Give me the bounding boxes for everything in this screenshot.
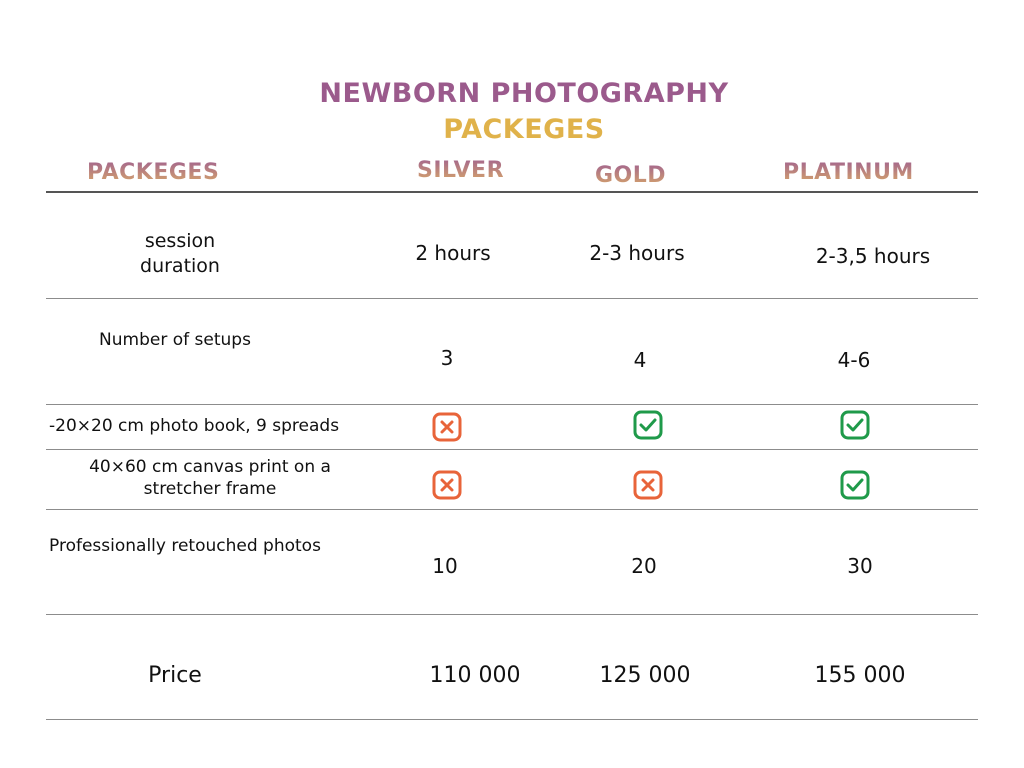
row-label-session-line2: duration (140, 255, 220, 277)
retouched-silver: 10 (432, 554, 458, 578)
setups-platinum: 4-6 (837, 348, 871, 372)
row-label-canvas-line1: 40×60 cm canvas print on a (89, 457, 331, 477)
header-silver: SILVER (417, 158, 505, 183)
check-square-icon (633, 410, 663, 440)
check-square-icon (840, 410, 870, 440)
row-label-session-line1: session (144, 230, 216, 252)
header-platinum: PLATINUM (783, 160, 914, 185)
x-square-icon (432, 412, 462, 442)
page-title: NEWBORN PHOTOGRAPHY (319, 78, 729, 109)
header-packages-label: PACKEGES (87, 160, 220, 185)
header-divider (46, 191, 978, 193)
session-silver: 2 hours (415, 241, 491, 265)
session-platinum: 2-3,5 hours (815, 244, 931, 268)
setups-silver: 3 (440, 346, 454, 370)
row-divider (46, 719, 978, 720)
row-divider (46, 298, 978, 299)
row-divider (46, 509, 978, 510)
row-label-photobook: -20×20 cm photo book, 9 spreads (49, 416, 340, 436)
x-square-icon (432, 470, 462, 500)
row-divider (46, 404, 978, 405)
check-square-icon (840, 470, 870, 500)
session-gold: 2-3 hours (589, 241, 685, 265)
header-gold: GOLD (595, 163, 667, 188)
row-label-price: Price (148, 663, 202, 688)
price-platinum: 155 000 (814, 663, 906, 688)
price-gold: 125 000 (599, 663, 691, 688)
row-divider (46, 614, 978, 615)
retouched-gold: 20 (631, 554, 657, 578)
setups-gold: 4 (633, 348, 647, 372)
row-label-retouched: Professionally retouched photos (49, 536, 321, 556)
row-label-setups: Number of setups (99, 330, 251, 350)
price-silver: 110 000 (429, 663, 521, 688)
retouched-platinum: 30 (847, 554, 873, 578)
x-square-icon (633, 470, 663, 500)
page-subtitle: PACKEGES (443, 114, 605, 145)
row-label-canvas-line2: stretcher frame (143, 479, 277, 499)
row-divider (46, 449, 978, 450)
